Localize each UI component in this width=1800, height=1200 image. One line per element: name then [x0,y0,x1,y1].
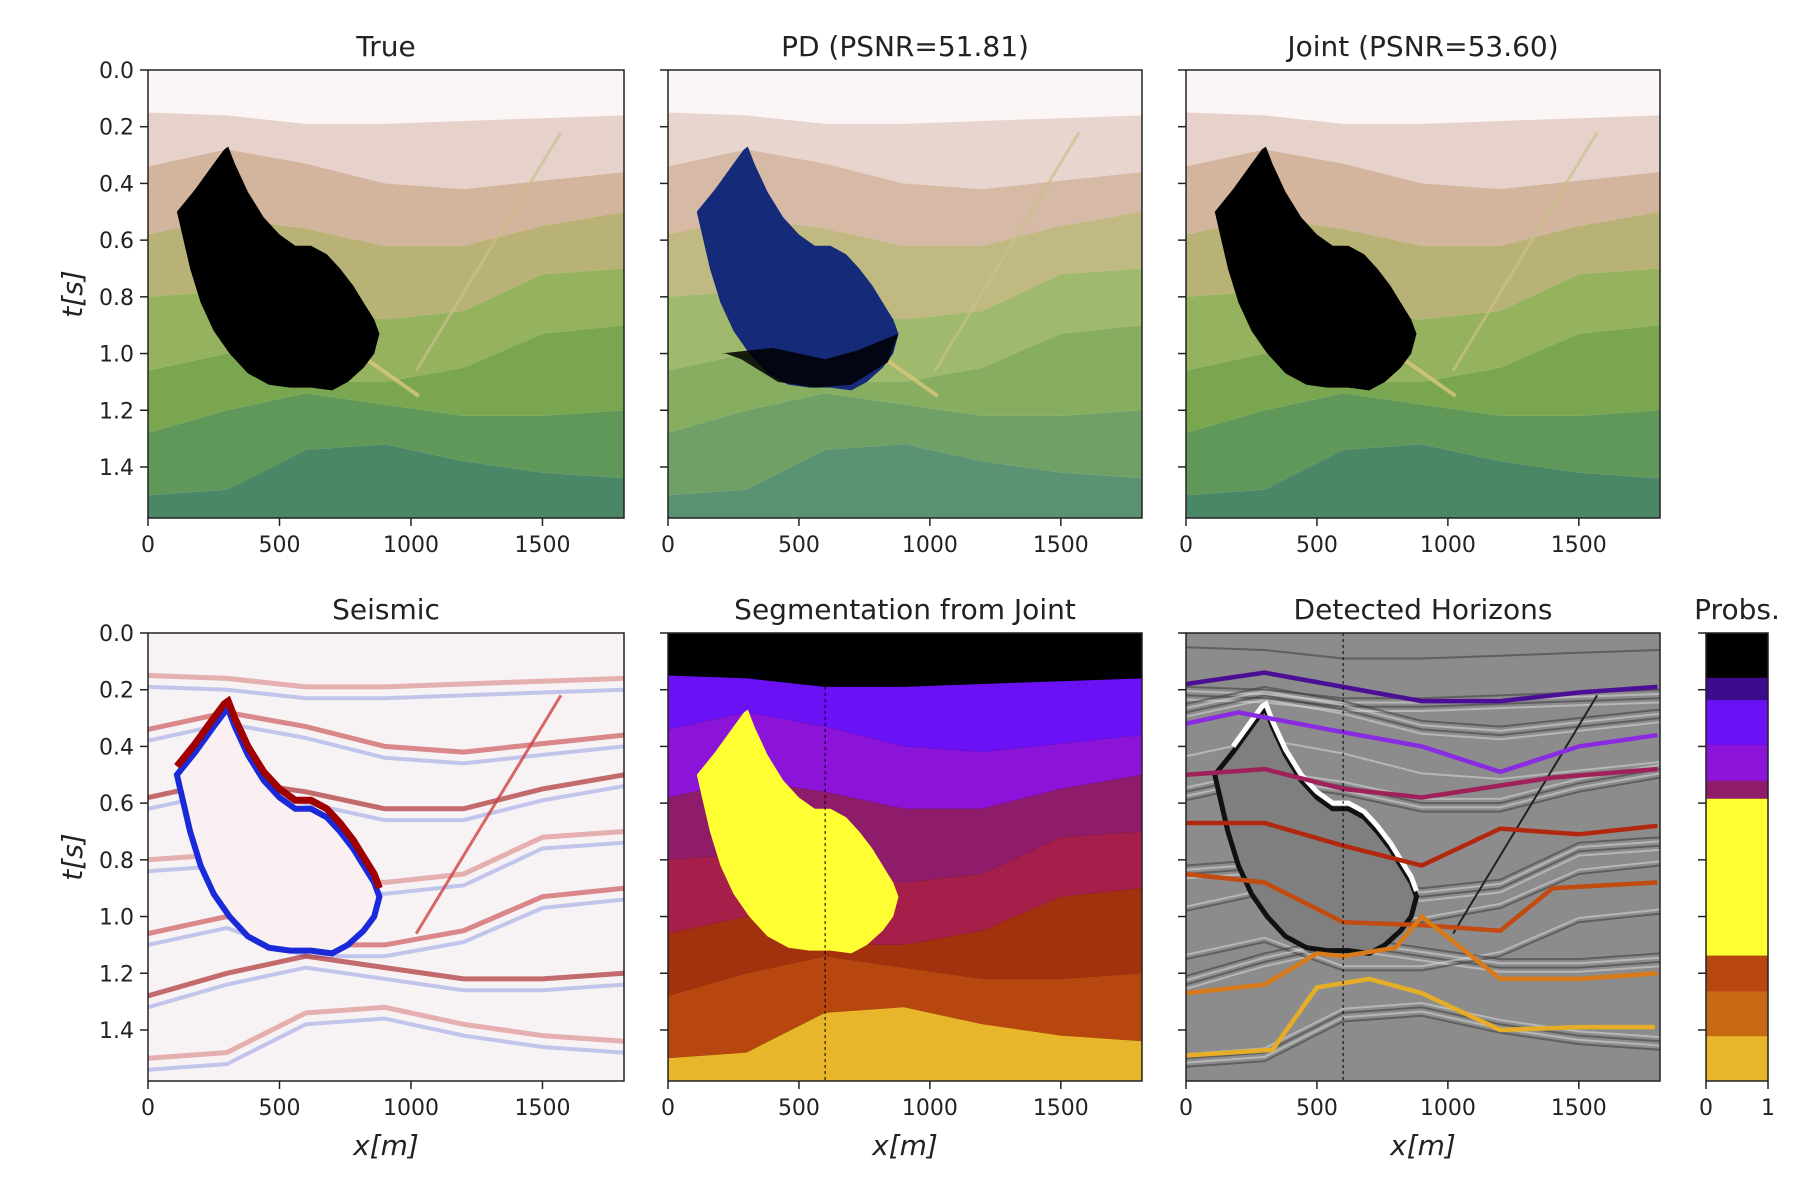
horizon-line [1186,913,1658,996]
panel-image [668,70,1142,518]
y-tick-label: 1.4 [99,1019,134,1044]
class-probability-band [1706,955,1768,992]
probability-colorbar: Probs. 0 1 [1694,593,1780,1121]
panel-frame [667,69,1143,519]
x-tick-label: 500 [1296,533,1338,558]
horizon-line [1186,670,1658,704]
salt-body [1214,146,1417,391]
panel-frame [1185,69,1661,519]
x-tick-label: 1500 [514,1096,570,1121]
panel-joint: Joint (PSNR=53.60) 0 500 1000 1500 [1178,30,1661,558]
y-tick-label: 0.2 [99,116,134,141]
panel-segmentation: Segmentation from Joint 0 500 1000 1500 x[m] [660,593,1143,1162]
panel-true: True 0 500 1000 1500 0.0 0.2 0.4 0.6 0.8 1.0 1.2 1.4… [56,30,625,558]
x-tick-label: 1500 [1551,533,1607,558]
x-tick-label: 1000 [383,1096,439,1121]
x-tick-label: 0 [661,533,675,558]
y-axis-label: t[s] [56,833,89,880]
x-tick-label: 0 [661,1096,675,1121]
y-tick-label: 1.0 [99,906,134,931]
panel-frame [667,632,1143,1082]
salt-body [696,146,899,391]
class-probability-band [1706,798,1768,957]
x-axis-label: x[m] [1389,1129,1456,1162]
x-tick-label: 500 [258,533,300,558]
y-tick-label: 0.4 [99,172,134,197]
x-tick-label: 1000 [902,1096,958,1121]
x-tick-label: 0 [141,533,155,558]
y-tick-label: 0.6 [99,229,134,254]
colorbar-tick-label: 0 [1699,1096,1713,1121]
y-tick-label: 1.2 [99,399,134,424]
panel-seismic: Seismic 0 500 1000 1500 0.0 0.2 0.4 0.6 0.8 1.0 1.2… [56,593,625,1162]
x-tick-label: 1500 [514,533,570,558]
y-tick-label: 0.0 [99,59,134,84]
panel-title: Seismic [332,593,440,626]
class-probability-band [1706,677,1768,701]
panel-frame [147,632,625,1082]
x-tick-label: 500 [1296,1096,1338,1121]
x-tick-label: 1500 [1033,1096,1089,1121]
fault-line [414,131,563,372]
y-tick-label: 0.8 [99,849,134,874]
class-probability-band [1706,633,1768,679]
y-tick-label: 0.6 [99,792,134,817]
x-tick-label: 500 [258,1096,300,1121]
horizon-line [1186,871,1658,934]
x-tick-label: 1500 [1033,533,1089,558]
x-axis-label: x[m] [871,1129,938,1162]
panel-image [668,633,1142,1081]
panel-title: Joint (PSNR=53.60) [1285,30,1558,63]
x-tick-label: 1000 [902,533,958,558]
panel-title: True [355,30,415,63]
horizon-line [1186,976,1655,1058]
x-tick-label: 1000 [383,533,439,558]
panel-image [1186,70,1660,518]
panel-image [148,70,624,518]
salt-class-region [696,709,899,954]
panel-title: Segmentation from Joint [734,593,1076,626]
x-tick-label: 500 [778,533,820,558]
horizon-line [1186,766,1658,800]
panel-title: Detected Horizons [1294,593,1553,626]
x-tick-label: 1500 [1551,1096,1607,1121]
panel-frame [147,69,625,519]
class-probability-band [1706,1036,1768,1082]
panel-frame [1185,632,1661,1082]
class-probability-band [1706,991,1768,1037]
salt-body [176,146,380,391]
panel-title: PD (PSNR=51.81) [781,30,1029,63]
class-probability-band [1706,700,1768,746]
y-tick-label: 1.4 [99,456,134,481]
class-probability-band [1706,780,1768,800]
y-tick-label: 0.2 [99,679,134,704]
horizon-line [1186,820,1658,868]
fault-line [933,131,1081,372]
y-tick-label: 1.0 [99,343,134,368]
y-tick-label: 1.2 [99,962,134,987]
panel-image [1186,633,1660,1081]
panel-pd: PD (PSNR=51.81) 0 500 1000 1500 [660,30,1143,558]
fault-line [1451,131,1599,372]
y-tick-label: 0.8 [99,286,134,311]
x-tick-label: 500 [778,1096,820,1121]
x-tick-label: 1000 [1420,1096,1476,1121]
x-axis-label: x[m] [352,1129,419,1162]
y-tick-label: 0.4 [99,735,134,760]
colorbar-title: Probs. [1694,593,1780,626]
y-tick-label: 0.0 [99,622,134,647]
x-tick-label: 0 [1179,533,1193,558]
x-tick-label: 0 [1179,1096,1193,1121]
panel-image [148,633,624,1081]
panel-horizons: Detected Horizons 0 500 1000 1500 x[m] [1178,593,1661,1162]
y-axis-label: t[s] [56,270,89,317]
colorbar-tick-label: 1 [1761,1096,1775,1121]
class-probability-band [1706,745,1768,782]
horizon-line [1186,710,1658,775]
x-tick-label: 0 [141,1096,155,1121]
x-tick-label: 1000 [1420,533,1476,558]
